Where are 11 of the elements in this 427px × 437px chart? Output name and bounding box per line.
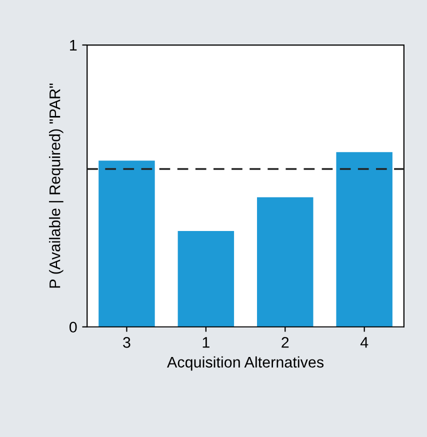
bar [98,160,155,327]
y-axis-title: P (Available | Required) "PAR" [49,84,64,288]
x-tick-label: 1 [202,337,210,348]
bar [257,197,314,327]
bar [178,231,234,327]
y-tick-label: 0 [69,322,77,333]
x-axis-title: Acquisition Alternatives [167,356,324,371]
bar [336,152,392,327]
x-tick-label: 4 [360,337,368,348]
x-tick-label: 2 [282,337,289,348]
x-tick-label: 3 [123,337,130,348]
